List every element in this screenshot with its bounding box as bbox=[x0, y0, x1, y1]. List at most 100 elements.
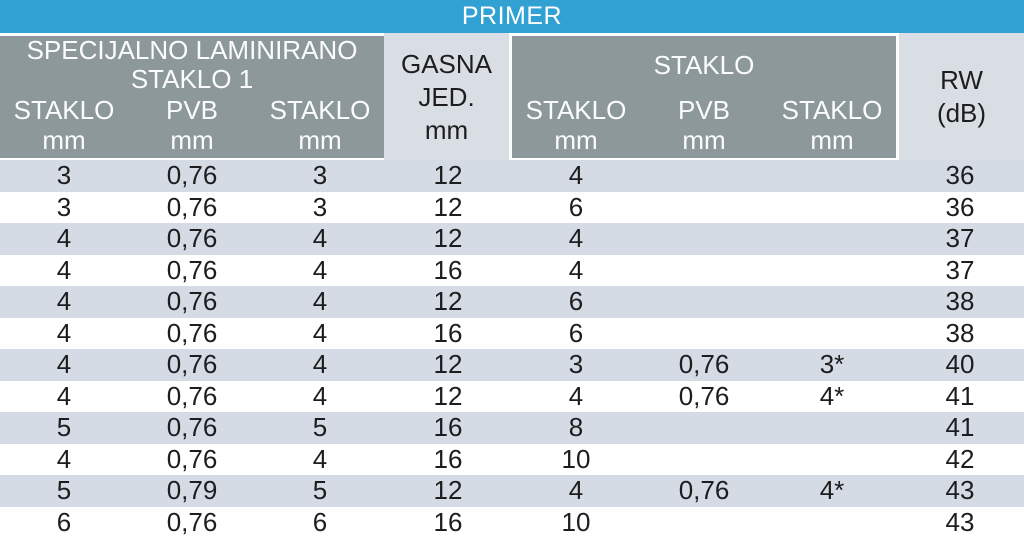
table-cell: 16 bbox=[433, 506, 463, 537]
table-header: SPECIJALNO LAMINIRANO STAKLO 1 STAKLO PV… bbox=[0, 33, 1024, 161]
table-cell: 0,76 bbox=[166, 412, 218, 443]
table-cell: 0,76 bbox=[678, 380, 730, 411]
table-cell: 3 bbox=[312, 160, 328, 191]
column-header-pvb: PVB bbox=[677, 95, 731, 125]
table-cell: 4 bbox=[568, 160, 584, 191]
table-cell: 37 bbox=[945, 254, 975, 285]
table-cell: 3* bbox=[819, 349, 845, 380]
table-cell: 0,76 bbox=[166, 254, 218, 285]
table-cell: 4 bbox=[312, 223, 328, 254]
table-cell: 8 bbox=[568, 412, 584, 443]
group-title-line: STAKLO bbox=[653, 49, 755, 80]
table-cell: 4 bbox=[568, 254, 584, 285]
table-cell: 16 bbox=[433, 412, 463, 443]
group-title-line: STAKLO 1 bbox=[130, 64, 254, 94]
table-cell: 10 bbox=[561, 506, 591, 537]
table-cell: 0,76 bbox=[166, 286, 218, 317]
table-cell: 4 bbox=[56, 349, 72, 380]
column-header-staklo: STAKLO bbox=[13, 95, 115, 125]
table-cell: 0,76 bbox=[678, 349, 730, 380]
table-cell: 16 bbox=[433, 254, 463, 285]
table-cell: 36 bbox=[945, 191, 975, 222]
table-cell: 40 bbox=[945, 349, 975, 380]
table-cell: 0,76 bbox=[166, 380, 218, 411]
table-cell: 5 bbox=[312, 475, 328, 506]
table-cell: 4 bbox=[312, 349, 328, 380]
rw-header-line: (dB) bbox=[936, 98, 987, 128]
header-group-laminated-glass: SPECIJALNO LAMINIRANO STAKLO 1 STAKLO PV… bbox=[0, 36, 384, 158]
table-cell: 43 bbox=[945, 475, 975, 506]
table-cell: 4 bbox=[56, 317, 72, 348]
column-units-right: mm mm mm bbox=[512, 127, 896, 158]
table-cell: 0,76 bbox=[166, 160, 218, 191]
table-row: 5 0,79 5 12 4 0,76 4* 43 bbox=[0, 475, 1024, 507]
header-group-glass: STAKLO STAKLO PVB STAKLO mm mm mm bbox=[512, 36, 896, 158]
table-cell: 5 bbox=[56, 475, 72, 506]
unit-label: mm bbox=[810, 125, 854, 155]
table-cell: 41 bbox=[945, 412, 975, 443]
table-cell: 4 bbox=[312, 286, 328, 317]
table-cell: 5 bbox=[312, 412, 328, 443]
table-cell: 3 bbox=[568, 349, 584, 380]
table-row: 4 0,76 4 12 6 38 bbox=[0, 286, 1024, 318]
column-labels-right: STAKLO PVB STAKLO bbox=[512, 94, 896, 127]
table-cell: 0,76 bbox=[166, 191, 218, 222]
table-cell: 0,76 bbox=[166, 317, 218, 348]
table-cell: 5 bbox=[56, 412, 72, 443]
table-cell: 4* bbox=[819, 475, 845, 506]
table-cell: 12 bbox=[433, 223, 463, 254]
table-row: 3 0,76 3 12 4 36 bbox=[0, 160, 1024, 192]
table-cell: 4 bbox=[312, 317, 328, 348]
table-cell: 6 bbox=[568, 286, 584, 317]
table-cell: 12 bbox=[433, 160, 463, 191]
column-header-staklo: STAKLO bbox=[269, 95, 371, 125]
unit-label: mm bbox=[682, 125, 726, 155]
column-units-left: mm mm mm bbox=[0, 127, 384, 158]
table-row: 4 0,76 4 12 3 0,76 3* 40 bbox=[0, 349, 1024, 381]
rw-header-line: RW bbox=[940, 65, 983, 95]
table-title-bar: PRIMER bbox=[0, 0, 1024, 33]
table-cell: 0,76 bbox=[166, 443, 218, 474]
table-cell: 6 bbox=[312, 506, 328, 537]
table-cell: 12 bbox=[433, 191, 463, 222]
table-cell: 3 bbox=[312, 191, 328, 222]
table-row: 4 0,76 4 16 4 37 bbox=[0, 254, 1024, 286]
table-cell: 6 bbox=[568, 317, 584, 348]
table-cell: 37 bbox=[945, 223, 975, 254]
column-header-staklo: STAKLO bbox=[781, 95, 883, 125]
gas-header-line: mm bbox=[424, 114, 469, 145]
column-header-pvb: PVB bbox=[165, 95, 219, 125]
group-title-glass: STAKLO bbox=[512, 36, 896, 94]
table-row: 4 0,76 4 12 4 0,76 4* 41 bbox=[0, 380, 1024, 412]
table-row: 4 0,76 4 16 6 38 bbox=[0, 317, 1024, 349]
table-cell: 4 bbox=[312, 254, 328, 285]
column-labels-left: STAKLO PVB STAKLO bbox=[0, 94, 384, 127]
table-row: 3 0,76 3 12 6 36 bbox=[0, 191, 1024, 223]
unit-label: mm bbox=[42, 125, 86, 155]
gas-header-line: JED. bbox=[418, 81, 475, 112]
column-header-staklo: STAKLO bbox=[525, 95, 627, 125]
table-cell: 12 bbox=[433, 286, 463, 317]
unit-label: mm bbox=[554, 125, 598, 155]
table-cell: 0,79 bbox=[166, 475, 218, 506]
table-cell: 6 bbox=[56, 506, 72, 537]
header-rw-column: RW (dB) bbox=[896, 33, 1024, 161]
gas-header-line: GASNA bbox=[400, 48, 493, 79]
group-title-laminated: SPECIJALNO LAMINIRANO STAKLO 1 bbox=[0, 36, 384, 94]
table-row: 4 0,76 4 12 4 37 bbox=[0, 223, 1024, 255]
table-cell: 36 bbox=[945, 160, 975, 191]
table-cell: 16 bbox=[433, 317, 463, 348]
table-cell: 0,76 bbox=[166, 506, 218, 537]
header-gas-unit-column: GASNA JED. mm bbox=[384, 33, 512, 161]
unit-label: mm bbox=[170, 125, 214, 155]
table-cell: 3 bbox=[56, 160, 72, 191]
table-cell: 4 bbox=[568, 475, 584, 506]
table-body: 3 0,76 3 12 4 36 3 0,76 3 12 6 36 4 0,76 4 12 4 37 4 0,76 4 1… bbox=[0, 160, 1024, 538]
table-cell: 4 bbox=[568, 223, 584, 254]
unit-label: mm bbox=[298, 125, 342, 155]
group-title-line: SPECIJALNO LAMINIRANO bbox=[26, 35, 358, 65]
table-cell: 4 bbox=[568, 380, 584, 411]
table-cell: 42 bbox=[945, 443, 975, 474]
table-cell: 38 bbox=[945, 286, 975, 317]
